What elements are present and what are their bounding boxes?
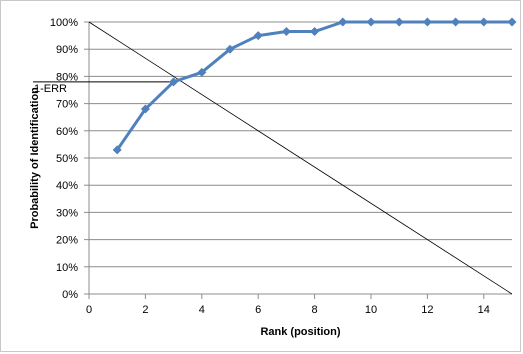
data-point-marker xyxy=(422,17,432,27)
x-tick-label: 14 xyxy=(478,304,490,316)
y-tick-label: 90% xyxy=(56,44,78,56)
data-point-marker xyxy=(253,31,263,41)
x-tick-label: 2 xyxy=(142,304,148,316)
y-tick-label: 10% xyxy=(56,262,78,274)
y-tick-label: 30% xyxy=(56,207,78,219)
data-point-marker xyxy=(225,44,235,54)
y-tick-label: 70% xyxy=(56,99,78,111)
data-point-marker xyxy=(197,67,207,77)
data-point-marker xyxy=(366,17,376,27)
y-axis-title: Probability of Identification xyxy=(29,87,41,229)
y-tick-label: 0% xyxy=(62,289,78,301)
label-layer: 0% 10% 20% 30% 40% 50% 60% 70% 80% 90% 100% 0 2 4 6 8 10… xyxy=(50,17,490,316)
err-label: 1-ERR xyxy=(34,83,67,95)
series-layer xyxy=(112,17,517,155)
data-point-marker xyxy=(451,17,461,27)
y-tick-label: 80% xyxy=(56,71,78,83)
y-tick-label: 60% xyxy=(56,126,78,138)
y-tick-label: 50% xyxy=(56,153,78,165)
data-point-marker xyxy=(310,27,320,37)
x-tick-label: 0 xyxy=(86,304,92,316)
x-tick-label: 10 xyxy=(365,304,377,316)
y-tick-label: 100% xyxy=(50,17,78,29)
x-tick-label: 4 xyxy=(199,304,205,316)
x-tick-label: 6 xyxy=(255,304,261,316)
data-point-marker xyxy=(338,17,348,27)
data-point-marker xyxy=(281,27,291,37)
data-point-marker xyxy=(394,17,404,27)
x-tick-label: 12 xyxy=(421,304,433,316)
y-tick-label: 20% xyxy=(56,235,78,247)
x-axis-title: Rank (position) xyxy=(260,326,340,338)
diagonal-reference-line xyxy=(88,21,513,295)
y-tick-label: 40% xyxy=(56,180,78,192)
data-point-marker xyxy=(140,104,150,114)
data-point-marker xyxy=(169,77,179,87)
data-point-marker xyxy=(507,17,517,27)
data-point-marker xyxy=(479,17,489,27)
x-tick-label: 8 xyxy=(312,304,318,316)
data-point-marker xyxy=(112,145,122,155)
annotation-layer: 1-ERR xyxy=(33,21,513,295)
grid-layer xyxy=(89,21,512,268)
axis-layer xyxy=(84,21,512,299)
